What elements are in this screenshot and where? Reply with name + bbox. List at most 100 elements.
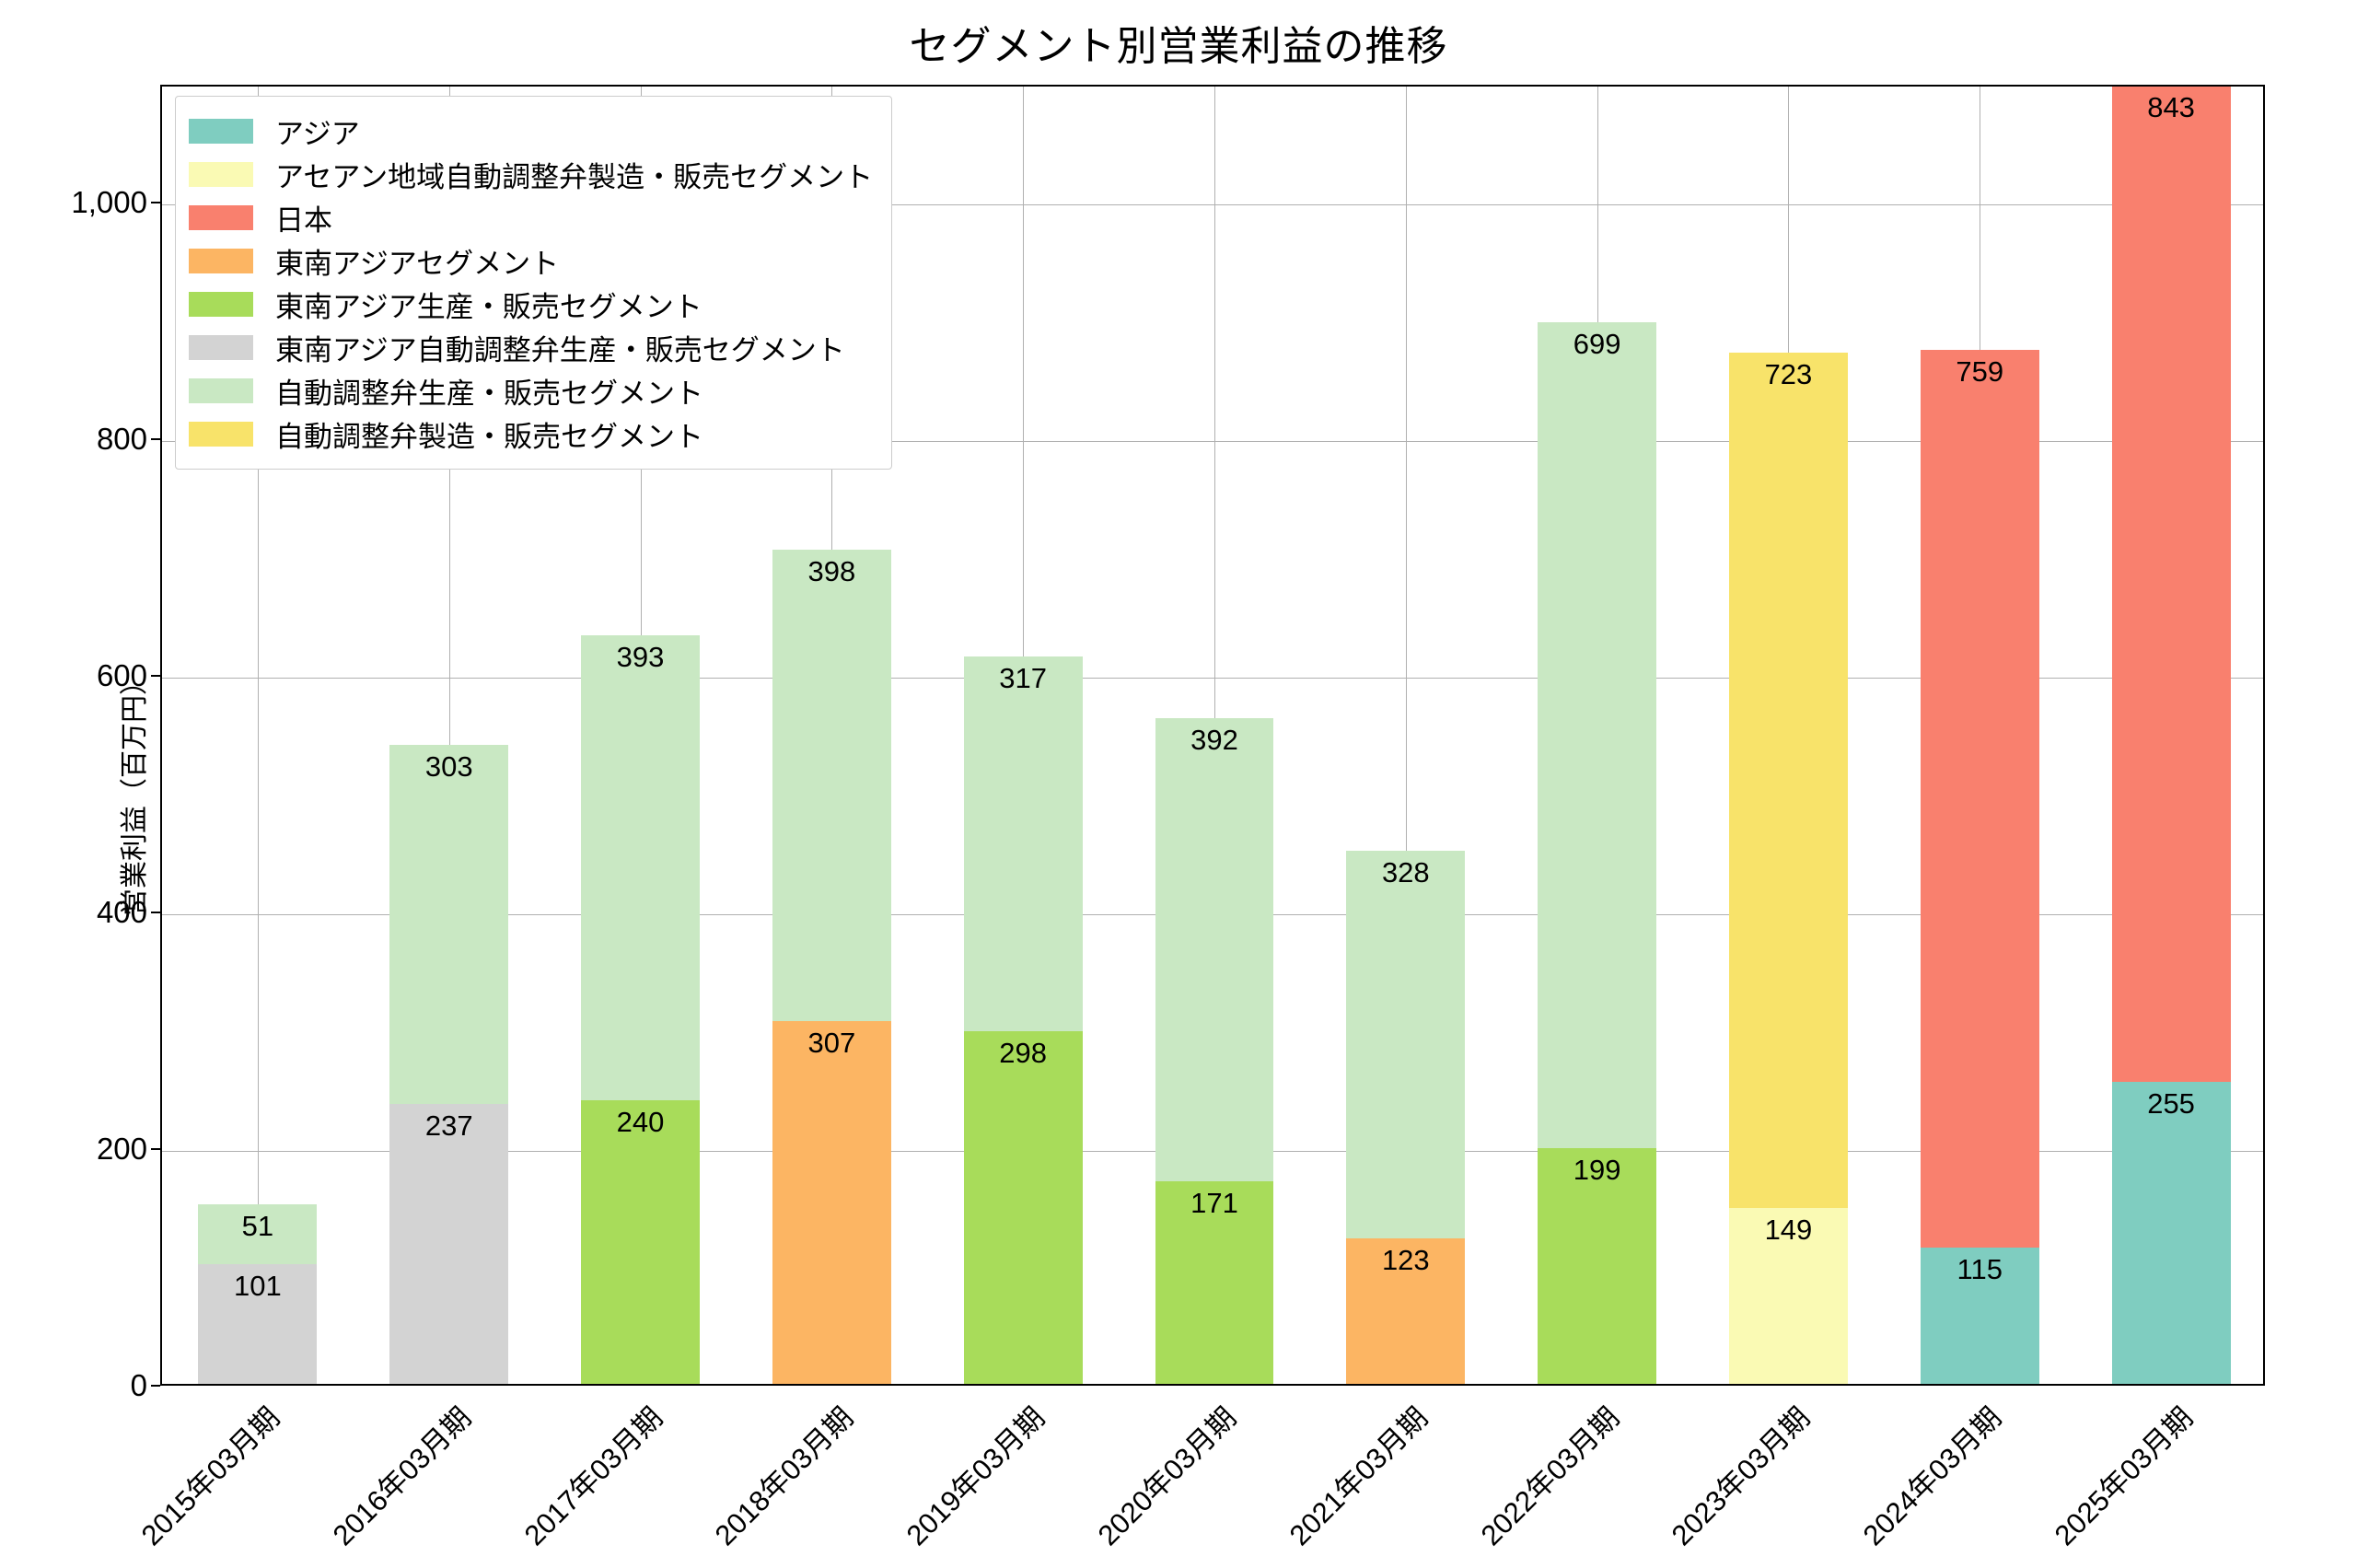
y-axis-tick-label: 600 — [96, 658, 147, 693]
y-axis-tick-label: 800 — [96, 422, 147, 457]
y-axis-tick-mark — [151, 202, 160, 204]
bar-stack[interactable]: 199 699 — [1538, 87, 1657, 1384]
legend-item-label: 自動調整弁生産・販売セグメント — [275, 377, 703, 410]
bar-value-label: 307 — [807, 1026, 856, 1059]
legend-item-label: 東南アジアセグメント — [275, 248, 560, 280]
bar-segment[interactable]: 759 — [1920, 350, 2039, 1249]
bar-value-label: 398 — [807, 555, 856, 588]
gridline-horizontal — [162, 204, 2263, 206]
bar-value-label: 240 — [616, 1105, 665, 1138]
legend-item-label: 自動調整弁製造・販売セグメント — [275, 421, 703, 453]
bar-stack[interactable]: 149 723 — [1729, 87, 1848, 1384]
bar-stack[interactable]: 240 393 — [581, 87, 700, 1384]
legend-item-label: アジア — [275, 118, 360, 150]
legend-item[interactable]: 日本 — [189, 196, 873, 239]
bar-stack[interactable]: 123 328 — [1346, 87, 1466, 1384]
gridline-horizontal — [162, 678, 2263, 679]
legend-item[interactable]: 自動調整弁生産・販売セグメント — [189, 369, 873, 412]
legend-item-label: 東南アジア自動調整弁生産・販売セグメント — [275, 334, 845, 366]
bar-value-label: 328 — [1381, 855, 1430, 889]
legend-item[interactable]: アジア — [189, 110, 873, 153]
legend-swatch-icon — [189, 249, 253, 273]
bar-value-label: 843 — [2147, 90, 2195, 123]
y-axis-tick-mark — [151, 438, 160, 441]
bar-segment[interactable]: 328 — [1346, 850, 1466, 1239]
bar-segment[interactable]: 115 — [1920, 1248, 2039, 1384]
bar-segment[interactable]: 393 — [581, 634, 700, 1100]
bar-value-label: 392 — [1190, 723, 1238, 756]
legend-item[interactable]: 東南アジア自動調整弁生産・販売セグメント — [189, 326, 873, 369]
bar-stack[interactable]: 237 303 — [389, 87, 509, 1384]
bar-value-label: 101 — [234, 1270, 282, 1303]
bar-segment[interactable]: 101 — [198, 1264, 318, 1384]
legend-item-label: 日本 — [275, 204, 332, 237]
bar-value-label: 149 — [1764, 1213, 1813, 1246]
bar-stack[interactable]: 307 398 — [772, 87, 891, 1384]
legend-swatch-icon — [189, 335, 253, 360]
bar-segment[interactable]: 298 — [963, 1031, 1083, 1384]
bar-value-label: 317 — [999, 662, 1048, 695]
y-axis-tick-label: 0 — [130, 1368, 147, 1402]
x-axis-tick-label: 2020年03月期 — [1091, 1400, 1243, 1552]
bar-stack[interactable]: 171 392 — [1155, 87, 1274, 1384]
bar-value-label: 303 — [424, 750, 473, 784]
legend-swatch-icon — [189, 378, 253, 403]
y-axis-label: 営業利益（百万円） — [120, 668, 150, 916]
bar-value-label: 237 — [424, 1109, 473, 1142]
bar-segment[interactable]: 255 — [2111, 1082, 2231, 1384]
bar-value-label: 759 — [1956, 355, 2004, 389]
legend-item[interactable]: アセアン地域自動調整弁製造・販売セグメント — [189, 153, 873, 196]
legend-item-label: アセアン地域自動調整弁製造・販売セグメント — [275, 161, 874, 193]
page-title: セグメント別営業利益の推移 — [909, 24, 1448, 69]
bar-value-label: 298 — [999, 1037, 1048, 1070]
x-axis-tick-label: 2019年03月期 — [900, 1400, 1051, 1552]
bar-segment[interactable]: 51 — [198, 1203, 318, 1265]
x-axis-tick-label: 2024年03月期 — [1857, 1400, 2008, 1552]
bar-segment[interactable]: 699 — [1538, 321, 1657, 1149]
bar-segment[interactable]: 171 — [1155, 1181, 1274, 1384]
bar-segment[interactable]: 392 — [1155, 717, 1274, 1182]
x-axis-tick-label: 2023年03月期 — [1666, 1400, 1817, 1552]
x-axis-tick-label: 2021年03月期 — [1283, 1400, 1434, 1552]
bar-segment[interactable]: 317 — [963, 656, 1083, 1032]
gridline-vertical — [449, 87, 450, 1384]
legend-swatch-icon — [189, 422, 253, 447]
bar-segment[interactable]: 303 — [389, 745, 509, 1104]
bar-value-label: 255 — [2147, 1087, 2195, 1121]
x-axis-tick-label: 2022年03月期 — [1474, 1400, 1626, 1552]
legend-swatch-icon — [189, 205, 253, 230]
legend-swatch-icon — [189, 162, 253, 187]
y-axis-tick-mark — [151, 1385, 160, 1387]
x-axis-tick-label: 2018年03月期 — [709, 1400, 860, 1552]
bar-segment[interactable]: 723 — [1729, 352, 1848, 1208]
bar-segment[interactable]: 237 — [389, 1103, 509, 1384]
bar-segment[interactable]: 307 — [772, 1020, 891, 1384]
bar-stack[interactable]: 255 843 — [2111, 87, 2231, 1384]
gridline-horizontal — [162, 441, 2263, 443]
gridline-vertical — [1406, 87, 1407, 1384]
bar-value-label: 393 — [616, 640, 665, 673]
y-axis-tick-label: 200 — [96, 1132, 147, 1167]
x-axis-tick-label: 2017年03月期 — [517, 1400, 668, 1552]
y-axis-tick-label: 400 — [96, 895, 147, 930]
bar-value-label: 723 — [1764, 357, 1813, 390]
legend-item[interactable]: 自動調整弁製造・販売セグメント — [189, 412, 873, 456]
bar-segment[interactable]: 123 — [1346, 1238, 1466, 1384]
y-axis-tick-mark — [151, 912, 160, 914]
legend-item-label: 東南アジア生産・販売セグメント — [275, 291, 702, 323]
x-axis-tick-label: 2015年03月期 — [134, 1400, 286, 1552]
bar-stack[interactable]: 115 759 — [1920, 87, 2039, 1384]
bar-segment[interactable]: 843 — [2111, 87, 2231, 1083]
legend-item[interactable]: 東南アジア生産・販売セグメント — [189, 283, 873, 326]
bar-segment[interactable]: 149 — [1729, 1207, 1848, 1384]
bar-segment[interactable]: 240 — [581, 1099, 700, 1384]
y-axis-tick-mark — [151, 675, 160, 678]
bar-value-label: 699 — [1573, 327, 1621, 360]
legend: アジアアセアン地域自動調整弁製造・販売セグメント 日本東南アジアセグメント東南アジ… — [175, 96, 893, 470]
bar-segment[interactable]: 398 — [772, 550, 891, 1021]
bar-value-label: 123 — [1381, 1244, 1430, 1277]
bar-stack[interactable]: 298 317 — [963, 87, 1083, 1384]
legend-item[interactable]: 東南アジアセグメント — [189, 239, 873, 283]
bar-value-label: 171 — [1190, 1187, 1238, 1220]
bar-segment[interactable]: 199 — [1538, 1148, 1657, 1384]
